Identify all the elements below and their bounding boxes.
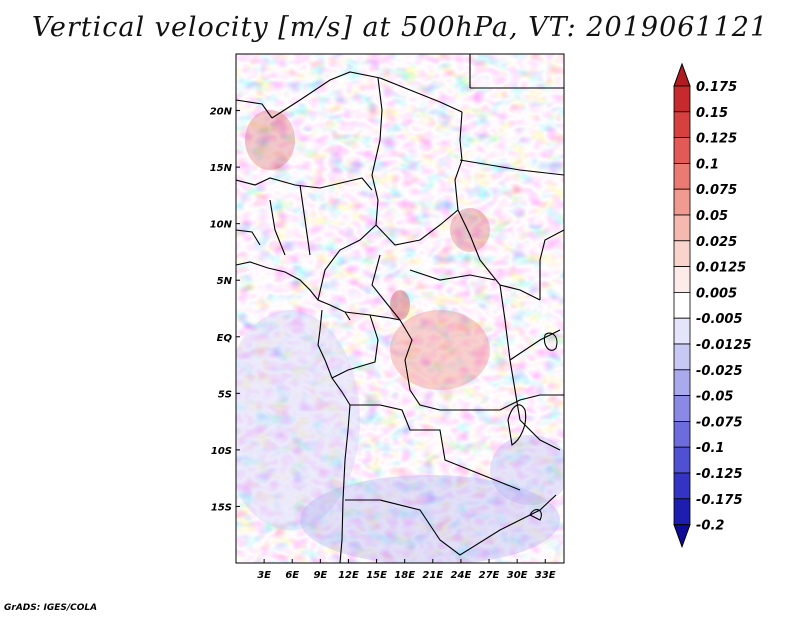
country-borders bbox=[236, 54, 564, 563]
colorbar-swatch bbox=[673, 369, 691, 396]
lat-tick-label: 20N bbox=[210, 107, 233, 118]
colorbar-swatch bbox=[673, 188, 691, 216]
colorbar-swatch bbox=[673, 162, 691, 190]
colorbar-level-label: -0.125 bbox=[696, 467, 743, 482]
colorbar-level-label: 0.15 bbox=[696, 106, 728, 121]
lon-tick-label: 3E bbox=[257, 570, 271, 581]
colorbar-swatch bbox=[673, 291, 691, 319]
colorbar-level-label: 0.075 bbox=[696, 183, 737, 198]
colorbar-swatch bbox=[673, 85, 691, 113]
colorbar: 0.175 0.15 0.125 0.1 0.075 0.05 0.025 0.0125 0.0… bbox=[673, 62, 752, 549]
lon-tick-label: 12E bbox=[338, 570, 359, 581]
colorbar-level-label: -0.0125 bbox=[696, 338, 752, 353]
colorbar-level-label: -0.2 bbox=[696, 519, 724, 534]
lon-tick-label: 30E bbox=[507, 570, 528, 581]
lon-tick-label: 9E bbox=[313, 570, 327, 581]
plot-title: Vertical velocity [m/s] at 500hPa, VT: 2… bbox=[31, 12, 769, 43]
lat-tick-label: 5S bbox=[218, 389, 232, 400]
colorbar-swatch bbox=[673, 420, 691, 448]
colorbar-swatch bbox=[673, 137, 691, 164]
lon-tick-label: 21E bbox=[422, 570, 443, 581]
colorbar-level-label: 0.125 bbox=[696, 132, 737, 147]
colorbar-swatch bbox=[673, 395, 691, 422]
lon-tick-label: 6E bbox=[285, 570, 299, 581]
colorbar-level-label: 0.1 bbox=[696, 157, 719, 172]
velocity-field bbox=[236, 54, 564, 563]
longitude-axis: 3E 6E 9E 12E 15E 18E 21E 24E 27E 30E 33E bbox=[257, 559, 556, 581]
colorbar-swatch bbox=[673, 472, 691, 500]
latitude-axis: 20N 15N 10N 5N EQ 5S 10S 15S bbox=[210, 107, 240, 513]
colorbar-level-label: -0.025 bbox=[696, 364, 743, 379]
lat-tick-label: 15N bbox=[210, 163, 233, 174]
lat-tick-label: 10S bbox=[211, 446, 232, 457]
lat-tick-label: 15S bbox=[211, 502, 232, 513]
colorbar-max-arrow bbox=[673, 62, 691, 87]
colorbar-level-label: -0.005 bbox=[696, 312, 743, 327]
colorbar-level-label: 0.025 bbox=[696, 235, 737, 250]
colorbar-level-label: -0.05 bbox=[696, 390, 733, 405]
colorbar-level-label: 0.05 bbox=[696, 209, 728, 224]
lon-tick-label: 24E bbox=[451, 570, 472, 581]
colorbar-level-label: 0.175 bbox=[696, 80, 737, 95]
colorbar-level-label: 0.0125 bbox=[696, 261, 746, 276]
lat-tick-label: 5N bbox=[217, 276, 233, 287]
colorbar-swatch bbox=[673, 214, 691, 242]
colorbar-level-label: 0.005 bbox=[696, 286, 737, 301]
colorbar-min-arrow bbox=[673, 524, 691, 549]
lon-tick-label: 33E bbox=[535, 570, 556, 581]
colorbar-swatch bbox=[673, 240, 691, 268]
colorbar-swatch bbox=[673, 446, 691, 474]
colorbar-swatch bbox=[673, 266, 691, 293]
lon-tick-label: 15E bbox=[366, 570, 387, 581]
colorbar-swatch bbox=[673, 111, 691, 139]
colorbar-swatch bbox=[673, 343, 691, 371]
lon-tick-label: 27E bbox=[479, 570, 500, 581]
lon-tick-label: 18E bbox=[394, 570, 415, 581]
colorbar-swatch bbox=[673, 498, 691, 525]
colorbar-level-label: -0.175 bbox=[696, 493, 743, 508]
lat-tick-label: 10N bbox=[210, 220, 233, 231]
map-frame bbox=[235, 53, 565, 564]
colorbar-level-label: -0.1 bbox=[696, 441, 724, 456]
credit-label: GrADS: IGES/COLA bbox=[4, 603, 98, 613]
lat-tick-label: EQ bbox=[217, 333, 233, 344]
colorbar-swatch bbox=[673, 317, 691, 345]
colorbar-level-label: -0.075 bbox=[696, 415, 743, 430]
